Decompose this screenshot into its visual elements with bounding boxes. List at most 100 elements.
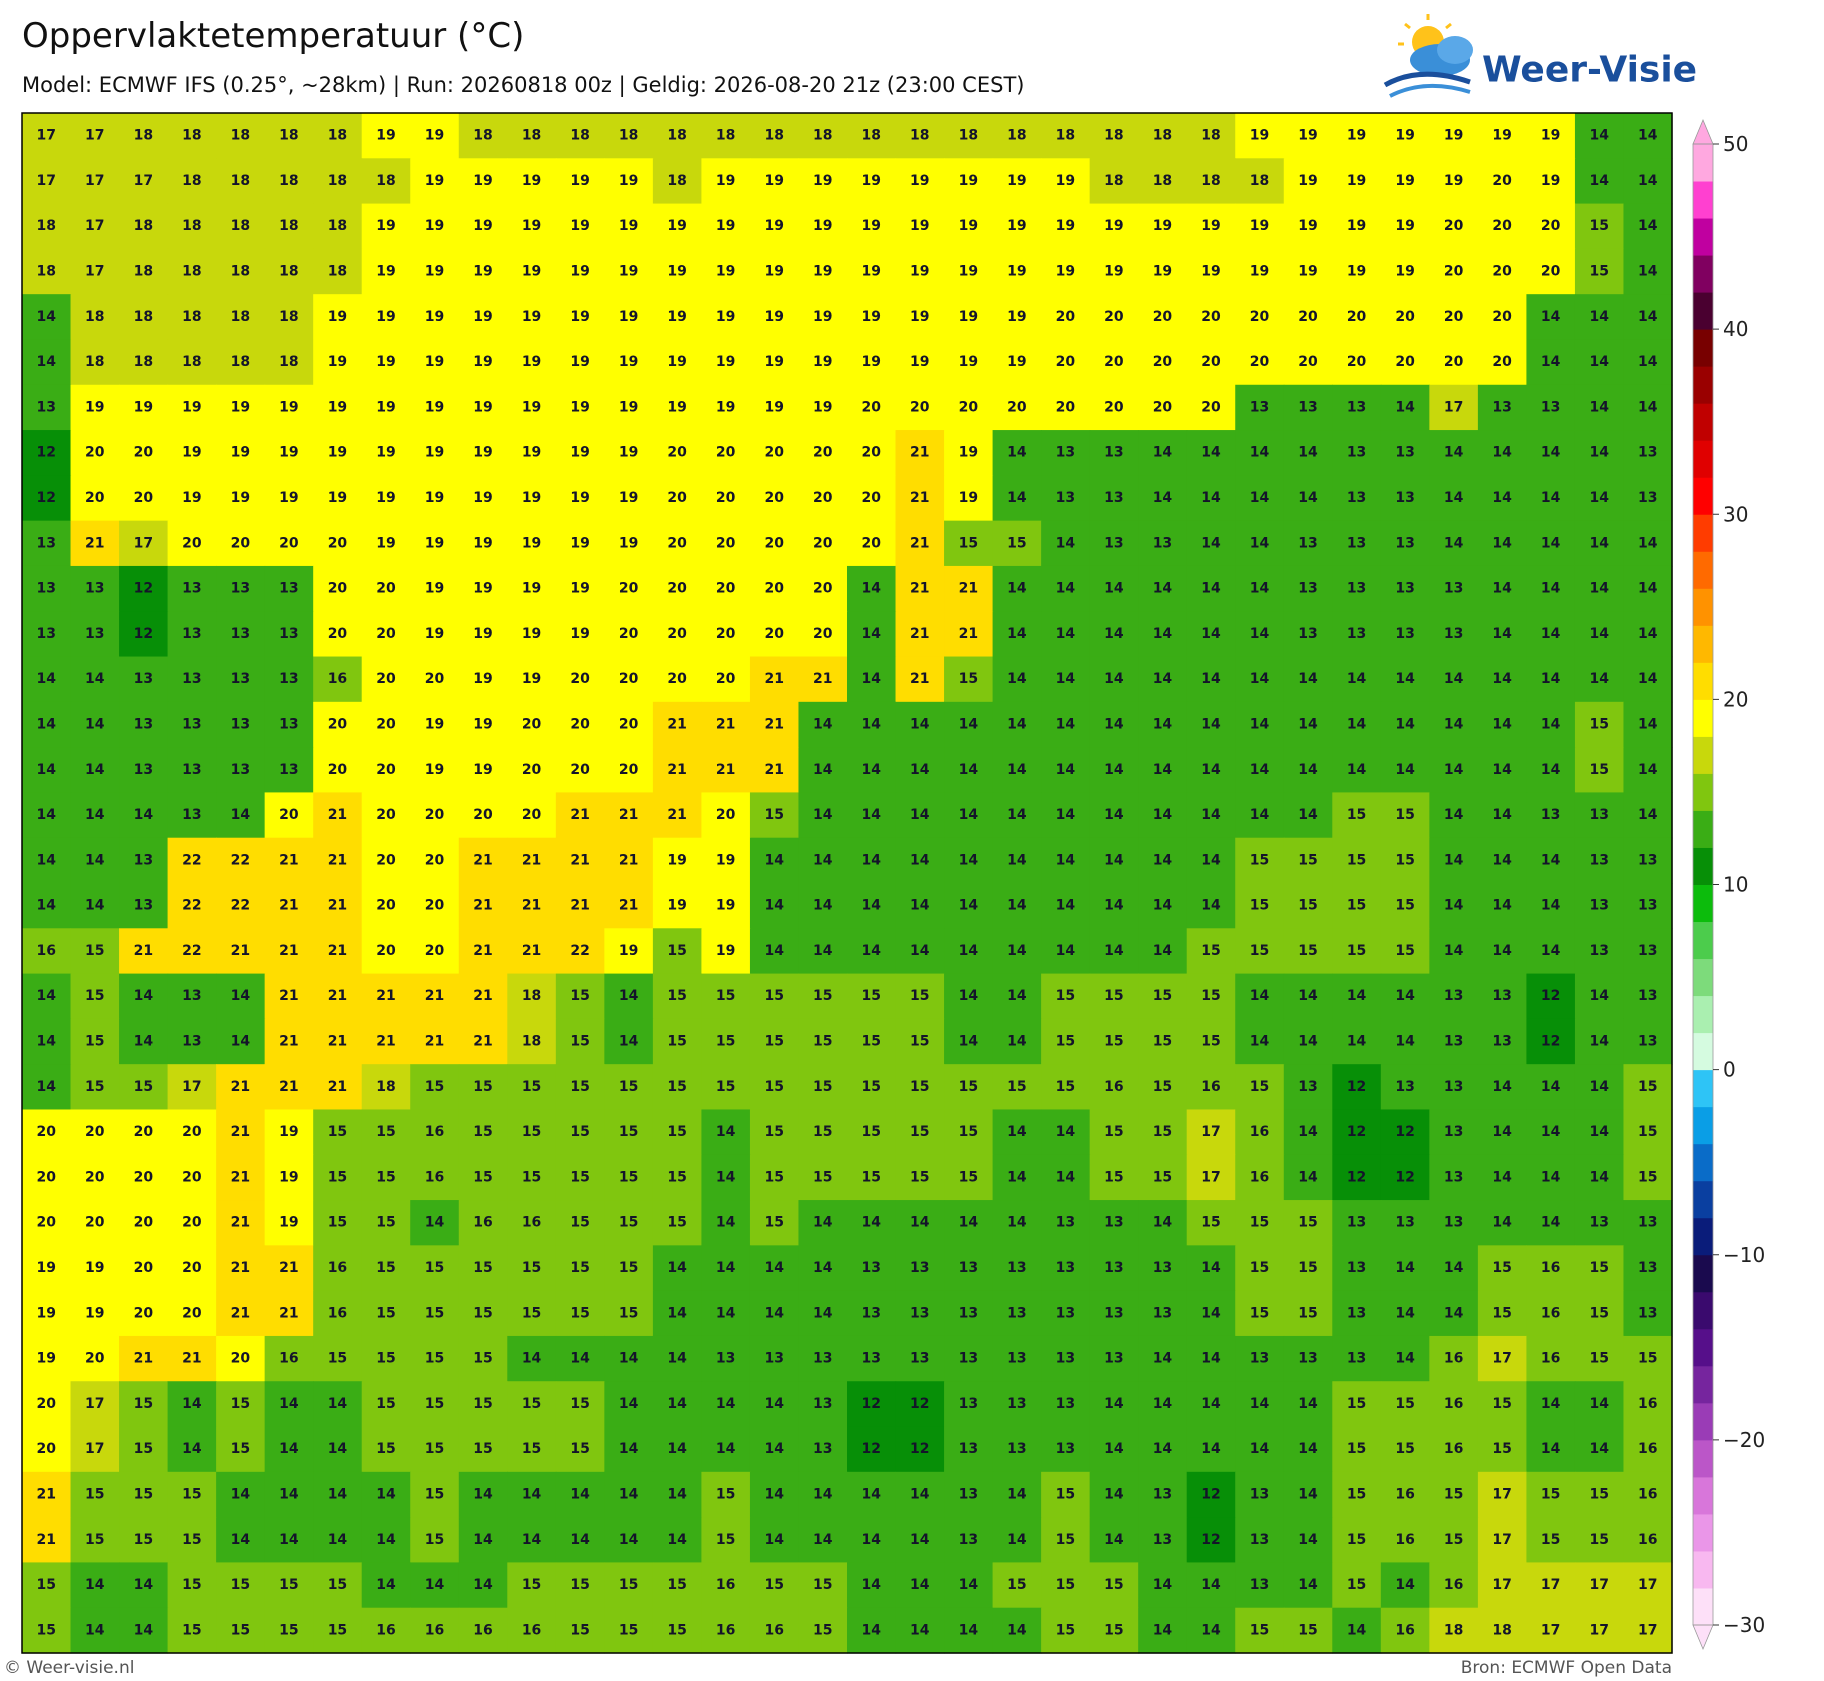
temp-label: 14 bbox=[1347, 988, 1367, 1004]
temp-cell bbox=[1186, 203, 1236, 250]
temp-cell bbox=[70, 248, 120, 295]
temp-label: 20 bbox=[862, 535, 882, 551]
temp-label: 18 bbox=[328, 173, 347, 189]
temp-label: 21 bbox=[231, 1169, 250, 1185]
temp-label: 14 bbox=[37, 1079, 57, 1095]
temp-label: 13 bbox=[959, 1532, 978, 1548]
temp-label: 13 bbox=[1153, 1260, 1172, 1276]
temp-label: 13 bbox=[182, 581, 201, 597]
temp-cell bbox=[652, 475, 703, 522]
temp-cell bbox=[458, 158, 508, 205]
temp-label: 14 bbox=[1201, 1260, 1221, 1276]
temp-cell bbox=[507, 203, 557, 250]
temp-cell bbox=[652, 384, 703, 431]
temp-label: 14 bbox=[1153, 671, 1173, 687]
temp-label: 18 bbox=[134, 264, 153, 280]
temp-label: 20 bbox=[667, 535, 687, 551]
temp-label: 14 bbox=[1250, 762, 1270, 778]
temp-cell bbox=[22, 384, 72, 431]
temp-label: 20 bbox=[1444, 264, 1464, 280]
temp-label: 15 bbox=[425, 1351, 444, 1367]
temp-label: 14 bbox=[764, 1486, 784, 1502]
temp-label: 15 bbox=[1638, 1079, 1657, 1095]
temp-cell bbox=[1623, 475, 1673, 522]
temp-label: 18 bbox=[182, 218, 201, 234]
temp-cell bbox=[652, 113, 703, 159]
temp-label: 15 bbox=[376, 1260, 395, 1276]
temp-label: 20 bbox=[37, 1396, 57, 1412]
temp-label: 13 bbox=[85, 626, 104, 642]
temp-cell bbox=[1138, 294, 1188, 341]
temp-label: 15 bbox=[182, 1622, 201, 1638]
temp-label: 14 bbox=[862, 762, 882, 778]
temp-cell bbox=[652, 339, 703, 386]
temp-cell bbox=[1574, 339, 1625, 386]
temp-label: 18 bbox=[473, 128, 492, 144]
temp-cell bbox=[798, 611, 848, 658]
temp-label: 14 bbox=[959, 716, 979, 732]
temp-label: 14 bbox=[1250, 581, 1270, 597]
temp-label: 13 bbox=[182, 671, 201, 687]
temp-label: 13 bbox=[1104, 1260, 1123, 1276]
temp-label: 21 bbox=[473, 1034, 492, 1050]
temp-label: 13 bbox=[1541, 807, 1560, 823]
temp-cell bbox=[1380, 475, 1430, 522]
temp-cell bbox=[749, 384, 800, 431]
temp-label: 14 bbox=[1298, 988, 1318, 1004]
temp-label: 15 bbox=[1201, 1034, 1220, 1050]
temp-label: 12 bbox=[134, 581, 153, 597]
temp-cell bbox=[1574, 565, 1625, 612]
temp-label: 15 bbox=[1395, 807, 1414, 823]
temp-label: 14 bbox=[862, 943, 882, 959]
temp-cell bbox=[22, 430, 72, 476]
temp-label: 15 bbox=[570, 1260, 589, 1276]
temp-label: 15 bbox=[1104, 1169, 1123, 1185]
temp-label: 19 bbox=[862, 354, 881, 370]
temp-label: 15 bbox=[813, 1169, 832, 1185]
temp-label: 15 bbox=[425, 1486, 444, 1502]
temp-label: 20 bbox=[37, 1169, 57, 1185]
temp-label: 14 bbox=[862, 716, 882, 732]
temp-label: 13 bbox=[910, 1260, 929, 1276]
temp-cell bbox=[1623, 339, 1673, 386]
temp-label: 13 bbox=[1056, 1396, 1075, 1412]
temp-cell bbox=[167, 384, 217, 431]
temp-label: 15 bbox=[134, 1486, 153, 1502]
temp-label: 14 bbox=[1298, 1034, 1318, 1050]
temp-label: 14 bbox=[1589, 490, 1609, 506]
temp-label: 13 bbox=[862, 1260, 881, 1276]
temp-cell bbox=[1041, 339, 1091, 386]
temp-cell bbox=[895, 520, 945, 567]
temp-label: 14 bbox=[1104, 626, 1124, 642]
temp-label: 19 bbox=[1298, 264, 1317, 280]
temp-label: 14 bbox=[1056, 1169, 1076, 1185]
temp-label: 14 bbox=[1056, 943, 1076, 959]
temp-label: 13 bbox=[1395, 535, 1414, 551]
temp-cell bbox=[798, 294, 848, 341]
temp-label: 14 bbox=[231, 988, 251, 1004]
temp-label: 15 bbox=[231, 1396, 250, 1412]
temp-label: 15 bbox=[1201, 1215, 1220, 1231]
temp-cell bbox=[264, 430, 314, 476]
temp-label: 14 bbox=[1201, 445, 1221, 461]
temp-label: 21 bbox=[667, 762, 686, 778]
temp-label: 13 bbox=[1104, 1351, 1123, 1367]
temp-cell bbox=[749, 203, 800, 250]
temp-label: 17 bbox=[85, 128, 104, 144]
temp-label: 20 bbox=[182, 1305, 202, 1321]
temp-label: 20 bbox=[1056, 354, 1076, 370]
temp-cell bbox=[1089, 203, 1139, 250]
temp-label: 13 bbox=[134, 762, 153, 778]
temp-cell bbox=[701, 520, 751, 567]
temp-cell bbox=[1477, 339, 1528, 386]
temp-label: 19 bbox=[1250, 218, 1269, 234]
temp-label: 15 bbox=[1056, 1486, 1075, 1502]
temp-label: 19 bbox=[862, 264, 881, 280]
temp-label: 14 bbox=[1201, 1305, 1221, 1321]
temp-label: 15 bbox=[85, 1486, 104, 1502]
temp-cell bbox=[216, 248, 266, 295]
temp-label: 13 bbox=[1347, 535, 1366, 551]
temp-label: 20 bbox=[1492, 309, 1512, 325]
temp-cell bbox=[944, 339, 994, 386]
temp-cell bbox=[1089, 294, 1139, 341]
